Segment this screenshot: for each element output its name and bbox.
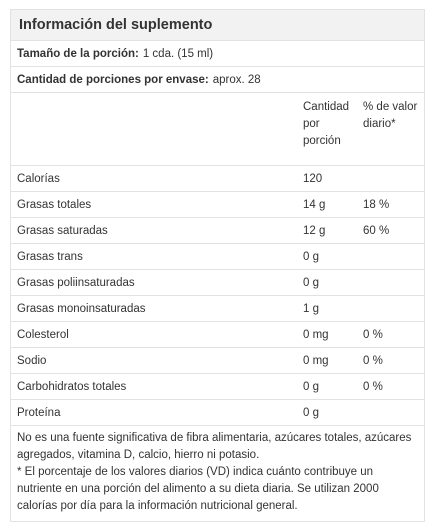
- nutrient-amount: 0 mg: [303, 321, 363, 348]
- nutrient-name: Sodio: [11, 347, 303, 374]
- nutrient-amount: 14 g: [303, 191, 363, 218]
- nutrition-table: Cantidad por porción % de valor diario* …: [11, 93, 424, 426]
- servings-per-container-label: Cantidad de porciones por envase:: [17, 73, 209, 86]
- header-daily-value: % de valor diario*: [363, 93, 424, 166]
- nutrient-daily-value: 0 %: [363, 347, 424, 374]
- serving-size-value: 1 cda. (15 ml): [142, 47, 214, 60]
- table-row: Grasas trans 0 g: [11, 243, 424, 270]
- nutrient-name: Grasas saturadas: [11, 217, 303, 244]
- serving-size-row: Tamaño de la porción: 1 cda. (15 ml): [11, 41, 424, 67]
- servings-per-container-value: aprox. 28: [212, 73, 261, 86]
- nutrient-daily-value: [363, 243, 424, 270]
- nutrient-daily-value: [363, 165, 424, 192]
- nutrient-name: Carbohidratos totales: [11, 373, 303, 400]
- nutrient-daily-value: 0 %: [363, 373, 424, 400]
- nutrient-amount: 120: [303, 165, 363, 192]
- footnote-daily-value-note: * El porcentaje de los valores diarios (…: [17, 466, 379, 512]
- servings-per-container-row: Cantidad de porciones por envase: aprox.…: [11, 67, 424, 93]
- nutrient-name: Grasas monoinsaturadas: [11, 295, 303, 322]
- table-row: Grasas saturadas 12 g 60 %: [11, 217, 424, 244]
- serving-size-label: Tamaño de la porción:: [17, 47, 139, 60]
- nutrient-daily-value: 0 %: [363, 321, 424, 348]
- nutrient-name: Grasas totales: [11, 191, 303, 218]
- table-row: Sodio 0 mg 0 %: [11, 347, 424, 374]
- header-nutrient-column: [11, 93, 303, 166]
- table-row: Grasas totales 14 g 18 %: [11, 191, 424, 218]
- nutrient-amount: 0 mg: [303, 347, 363, 374]
- nutrient-daily-value: [363, 295, 424, 322]
- nutrient-name: Grasas poliinsaturadas: [11, 269, 303, 296]
- table-row: Colesterol 0 mg 0 %: [11, 321, 424, 348]
- nutrient-daily-value: 18 %: [363, 191, 424, 218]
- footnote-not-significant: No es una fuente significativa de fibra …: [17, 432, 412, 461]
- nutrient-daily-value: 60 %: [363, 217, 424, 244]
- nutrient-amount: 1 g: [303, 295, 363, 322]
- header-amount-per-serving: Cantidad por porción: [303, 93, 363, 166]
- table-header-row: Cantidad por porción % de valor diario*: [11, 93, 424, 166]
- nutrient-amount: 0 g: [303, 373, 363, 400]
- nutrient-daily-value: [363, 269, 424, 296]
- nutrient-name: Colesterol: [11, 321, 303, 348]
- nutrient-name: Calorías: [11, 165, 303, 192]
- nutrient-amount: 0 g: [303, 269, 363, 296]
- supplement-facts-panel: Información del suplemento Tamaño de la …: [10, 9, 425, 522]
- nutrient-name: Proteína: [11, 399, 303, 426]
- nutrient-amount: 0 g: [303, 243, 363, 270]
- table-row: Grasas poliinsaturadas 0 g: [11, 269, 424, 296]
- table-row: Calorías 120: [11, 165, 424, 192]
- footnote: No es una fuente significativa de fibra …: [11, 426, 424, 521]
- table-row: Grasas monoinsaturadas 1 g: [11, 295, 424, 322]
- nutrient-name: Grasas trans: [11, 243, 303, 270]
- nutrient-amount: 12 g: [303, 217, 363, 244]
- table-row: Proteína 0 g: [11, 399, 424, 426]
- panel-title: Información del suplemento: [11, 10, 424, 41]
- nutrient-daily-value: [363, 399, 424, 426]
- nutrient-amount: 0 g: [303, 399, 363, 426]
